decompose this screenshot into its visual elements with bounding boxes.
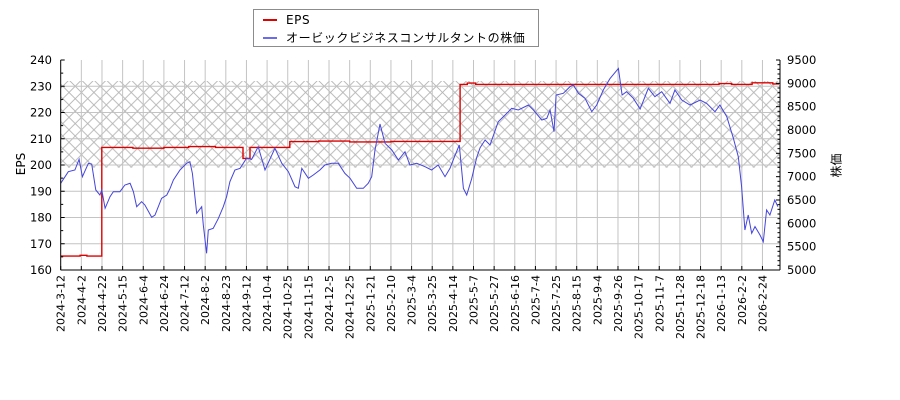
x-axis-tick-label: 2024-12-5 (323, 275, 336, 332)
x-axis-tick-label: 2024-3-12 (55, 275, 68, 332)
x-axis-tick-label: 2025-11-7 (653, 275, 666, 332)
x-axis-tick-label: 2026-2-2 (736, 275, 749, 325)
x-axis-tick-label: 2025-5-27 (488, 275, 501, 332)
right-axis-tick-label: 5000 (787, 263, 816, 277)
legend-item-eps: EPS (254, 11, 310, 29)
right-axis-tick-label: 7000 (787, 170, 816, 184)
x-axis-tick-label: 2025-7-4 (529, 275, 542, 325)
right-axis-tick-label: 9500 (787, 53, 816, 67)
crosshatch-band (60, 81, 780, 168)
legend-label-eps: EPS (286, 13, 311, 27)
x-axis-tick-label: 2026-2-24 (757, 275, 770, 332)
left-axis-tick-label: 210 (30, 132, 52, 146)
right-axis-tick-labels: 5000 5500 6000 6500 7000 7500 8000 8500 9000 9500 (787, 53, 816, 277)
x-axis-tick-label: 2024-9-12 (241, 275, 254, 332)
x-axis-tick-labels: 2024-3-12 2024-4-2 2024-4-22 2024-5-15 2024-… (55, 275, 770, 339)
x-axis-tick-label: 2025-3-4 (406, 275, 419, 325)
x-axis-tick-label: 2025-9-4 (591, 275, 604, 325)
x-axis-tick-label: 2025-1-21 (364, 275, 377, 332)
x-axis-tick-label: 2024-10-25 (282, 275, 295, 339)
left-axis-tick-label: 230 (30, 79, 52, 93)
left-axis-tick-label: 180 (30, 211, 52, 225)
eps-line-swatch-icon (263, 19, 277, 21)
right-axis-title: 株価 (829, 153, 844, 178)
right-axis-tick-label: 8500 (787, 100, 816, 114)
right-axis-tick-label: 7500 (787, 146, 816, 160)
x-axis-tick-label: 2024-6-4 (137, 275, 150, 325)
x-axis-tick-label: 2025-8-15 (571, 275, 584, 332)
left-axis-title: EPS (14, 152, 28, 176)
shaded-band (60, 81, 780, 168)
right-axis-tick-label: 5500 (787, 240, 816, 254)
x-axis-tick-label: 2024-6-24 (158, 275, 171, 332)
x-axis-tick-label: 2025-4-14 (447, 275, 460, 332)
x-axis-tick-label: 2025-6-16 (509, 275, 522, 332)
x-axis-tick-label: 2024-4-22 (96, 275, 109, 332)
axes (60, 59, 781, 271)
x-axis-tick-label: 2025-2-10 (385, 275, 398, 332)
x-axis-tick-label: 2024-7-12 (179, 275, 192, 332)
x-axis-tick-label: 2025-12-18 (695, 275, 708, 339)
left-axis-tick-label: 220 (30, 106, 52, 120)
left-axis-tick-label: 170 (30, 237, 52, 251)
x-axis-tick-label: 2026-1-13 (715, 275, 728, 332)
x-axis-tick-label: 2024-5-15 (117, 275, 130, 332)
eps-line (60, 82, 779, 257)
legend-item-stock-price: オービックビジネスコンサルタントの株価 (254, 29, 525, 47)
x-axis-tick-label: 2024-4-2 (75, 275, 88, 325)
x-axis-tick-label: 2025-11-28 (674, 275, 687, 339)
right-axis-tick-label: 8000 (787, 123, 816, 137)
legend-label-stock-price: オービックビジネスコンサルタントの株価 (286, 31, 526, 45)
x-axis-tick-label: 2025-9-26 (612, 275, 625, 332)
stock-price-line (60, 67, 779, 254)
x-axis-tick-label: 2024-8-23 (220, 275, 233, 332)
left-axis-tick-label: 200 (30, 158, 52, 172)
right-axis-tick-label: 9000 (787, 76, 816, 90)
right-axis-tick-label: 6500 (787, 193, 816, 207)
x-axis-tick-label: 2025-7-25 (550, 275, 563, 332)
plot-series (60, 67, 779, 257)
grid-lines (60, 60, 780, 270)
right-axis-tick-label: 6000 (787, 216, 816, 230)
stock-price-line-swatch-icon (263, 37, 277, 39)
x-axis-tick-label: 2025-3-25 (426, 275, 439, 332)
x-axis-tick-label: 2024-8-2 (199, 275, 212, 325)
chart-legend: EPS オービックビジネスコンサルタントの株価 (253, 9, 539, 47)
x-axis-tick-label: 2025-5-7 (468, 275, 481, 325)
left-axis-tick-label: 240 (30, 53, 52, 67)
left-axis-tick-labels: 160 170 180 190 200 210 220 230 240 (30, 53, 52, 277)
left-axis-tick-label: 160 (30, 263, 52, 277)
x-axis-tick-label: 2024-11-15 (302, 275, 315, 339)
x-axis-tick-label: 2024-12-25 (344, 275, 357, 339)
x-axis-tick-label: 2025-10-17 (633, 275, 646, 339)
left-axis-tick-label: 190 (30, 184, 52, 198)
x-axis-tick-label: 2024-10-4 (261, 275, 274, 332)
